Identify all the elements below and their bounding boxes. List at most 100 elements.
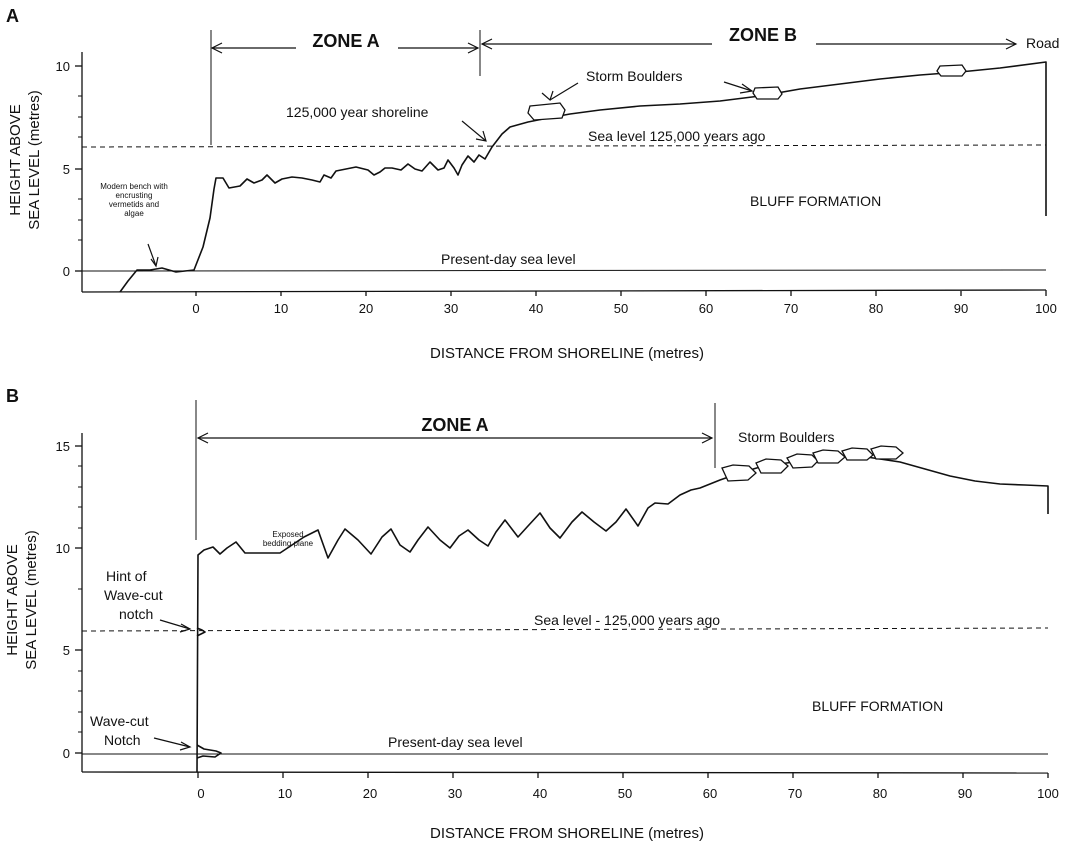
panel-a-modern-bench-pointer bbox=[147, 243, 157, 267]
panel-a-zone-b-label: ZONE B bbox=[729, 25, 797, 45]
panel-b-storm-boulder bbox=[812, 449, 846, 464]
panel-b-x-tick-label: 40 bbox=[533, 786, 547, 801]
panel-b: B 15 10 5 0 HEIGHT ABOVE SEA LEVEL (metr… bbox=[4, 386, 1059, 842]
panel-b-x-tick-label: 50 bbox=[618, 786, 632, 801]
panel-a-x-tick-label: 30 bbox=[444, 301, 458, 316]
panel-b-zone-a-arrow-right-head bbox=[701, 432, 714, 444]
panel-a-y-label-line2: SEA LEVEL (metres) bbox=[26, 90, 43, 230]
panel-b-storm-boulders-label: Storm Boulders bbox=[738, 429, 834, 445]
panel-b-hint-notch-shape bbox=[196, 627, 206, 637]
panel-a-zone-a-arrow-right-head bbox=[467, 42, 480, 54]
panel-b-exposed-bedding-line: Exposed bbox=[272, 530, 303, 539]
panel-a-zone-b-arrow-right-head bbox=[1005, 38, 1018, 50]
panel-a-x-tick-label: 40 bbox=[529, 301, 543, 316]
panel-b-wave-cut-notch-line: Wave-cut bbox=[90, 713, 149, 729]
panel-b-hint-notch-pointer-head bbox=[179, 623, 192, 633]
panel-b-x-tick-label: 100 bbox=[1037, 786, 1059, 801]
panel-b-old-sea-level-line bbox=[81, 627, 1049, 632]
panel-b-y-tick-label-10: 10 bbox=[56, 541, 70, 556]
panel-b-x-ticks bbox=[197, 772, 1049, 778]
panel-b-wave-cut-notch-line: Notch bbox=[104, 732, 141, 748]
panel-a-y-label-line1: HEIGHT ABOVE bbox=[7, 104, 24, 215]
panel-b-wave-cut-notch-shape bbox=[196, 744, 222, 759]
panel-b-zone-a-arrow-left-head bbox=[196, 432, 209, 444]
panel-b-y-tick-label-0: 0 bbox=[63, 746, 70, 761]
panel-b-wave-cut-notch-pointer bbox=[153, 737, 191, 748]
panel-a-zone-b-label-bg bbox=[712, 24, 816, 48]
panel-a-x-axis bbox=[81, 289, 1047, 293]
panel-b-storm-boulder bbox=[786, 453, 819, 469]
panel-a-storm-boulders-label: Storm Boulders bbox=[586, 68, 682, 84]
panel-a-y-tick-label-0: 0 bbox=[63, 264, 70, 279]
panel-b-exposed-bedding-line: bedding plane bbox=[263, 539, 314, 548]
panel-b-storm-boulder bbox=[870, 445, 904, 460]
panel-b-x-tick-labels: 0 10 20 30 40 50 60 70 80 90 100 bbox=[197, 786, 1058, 801]
panel-b-wave-cut-notch-label: Wave-cut Notch bbox=[90, 713, 149, 748]
panel-b-label: B bbox=[6, 386, 19, 406]
panel-a-shoreline-pointer bbox=[461, 120, 487, 142]
panel-b-zone-a-label: ZONE A bbox=[421, 415, 488, 435]
panel-a-x-tick-label: 90 bbox=[954, 301, 968, 316]
panel-a-zone-b-arrow-left-head bbox=[480, 38, 493, 50]
panel-a-y-tick-label-5: 5 bbox=[63, 162, 70, 177]
panel-b-old-sea-level-label: Sea level - 125,000 years ago bbox=[534, 612, 720, 628]
panel-b-x-tick-label: 20 bbox=[363, 786, 377, 801]
panel-b-x-tick-label: 0 bbox=[197, 786, 204, 801]
panel-a-storm-boulder bbox=[752, 86, 783, 100]
panel-a-modern-bench-line: algae bbox=[124, 209, 144, 218]
panel-a-old-sea-level-label: Sea level 125,000 years ago bbox=[588, 128, 766, 144]
panel-b-x-tick-label: 60 bbox=[703, 786, 717, 801]
panel-a-modern-bench-label: Modern bench with encrusting vermetids a… bbox=[100, 182, 168, 218]
panel-a-x-tick-label: 100 bbox=[1035, 301, 1057, 316]
panel-a-label: A bbox=[6, 6, 19, 26]
panel-b-storm-boulder bbox=[841, 447, 874, 461]
panel-b-x-tick-label: 70 bbox=[788, 786, 802, 801]
panel-a-y-tick-label-10: 10 bbox=[56, 59, 70, 74]
panel-a-modern-bench-pointer-head bbox=[150, 256, 159, 268]
panel-b-hint-notch-line: notch bbox=[119, 606, 153, 622]
panel-b-storm-boulder bbox=[721, 464, 757, 482]
panel-a-old-sea-level-line bbox=[81, 144, 1047, 148]
panel-a-x-tick-label: 10 bbox=[274, 301, 288, 316]
panel-a-x-tick-label: 80 bbox=[869, 301, 883, 316]
panel-a-modern-bench-line: encrusting bbox=[116, 191, 153, 200]
panel-a-storm-boulder bbox=[936, 64, 967, 77]
panel-b-x-tick-label: 80 bbox=[873, 786, 887, 801]
panel-a-x-tick-label: 70 bbox=[784, 301, 798, 316]
panel-b-x-tick-label: 30 bbox=[448, 786, 462, 801]
panel-a-x-tick-label: 20 bbox=[359, 301, 373, 316]
panel-a-storm-boulders-pointer bbox=[549, 82, 579, 101]
panel-b-bluff-formation-label: BLUFF FORMATION bbox=[812, 698, 943, 714]
panel-b-exposed-bedding-label: Exposed bedding plane bbox=[263, 530, 314, 548]
panel-a-zone-a-label: ZONE A bbox=[312, 31, 379, 51]
panel-a-x-tick-labels: 0 10 20 30 40 50 60 70 80 90 100 bbox=[192, 301, 1056, 316]
panel-b-storm-boulder bbox=[755, 458, 789, 474]
panel-b-storm-boulders bbox=[721, 445, 904, 482]
panel-a-storm-boulders-pointer bbox=[723, 81, 753, 92]
panel-a-bluff-formation-label: BLUFF FORMATION bbox=[750, 193, 881, 209]
panel-a-ground-profile bbox=[119, 61, 1047, 293]
panel-b-x-axis bbox=[81, 771, 1049, 774]
panel-a-x-tick-label: 60 bbox=[699, 301, 713, 316]
panel-b-x-tick-label: 90 bbox=[958, 786, 972, 801]
panel-a-zone-a-arrow-left-head bbox=[210, 42, 223, 54]
panel-a-modern-bench-line: Modern bench with bbox=[100, 182, 168, 191]
panel-b-present-sea-level-label: Present-day sea level bbox=[388, 734, 523, 750]
panel-b-hint-notch-line: Hint of bbox=[106, 568, 147, 584]
panel-a-x-tick-label: 0 bbox=[192, 301, 199, 316]
panel-b-y-label-line2: SEA LEVEL (metres) bbox=[23, 530, 40, 670]
panel-a-shoreline-pointer-head bbox=[475, 130, 487, 142]
panel-b-hint-notch-label: Hint of Wave-cut notch bbox=[104, 568, 163, 622]
panel-b-x-tick-label: 10 bbox=[278, 786, 292, 801]
panel-a: A 10 5 0 HEIGHT ABOVE SEA LEVEL (metres) bbox=[6, 6, 1059, 362]
panel-b-y-label-line1: HEIGHT ABOVE bbox=[4, 544, 21, 655]
panel-a-present-sea-level-label: Present-day sea level bbox=[441, 251, 576, 267]
panel-a-x-label: DISTANCE FROM SHORELINE (metres) bbox=[430, 345, 704, 362]
panel-a-modern-bench-line: vermetids and bbox=[109, 200, 159, 209]
panel-b-y-tick-label-5: 5 bbox=[63, 643, 70, 658]
panel-b-hint-notch-line: Wave-cut bbox=[104, 587, 163, 603]
panel-b-y-tick-label-15: 15 bbox=[56, 439, 70, 454]
panel-a-storm-boulders-pointer-head bbox=[541, 90, 554, 102]
panel-a-x-tick-label: 50 bbox=[614, 301, 628, 316]
